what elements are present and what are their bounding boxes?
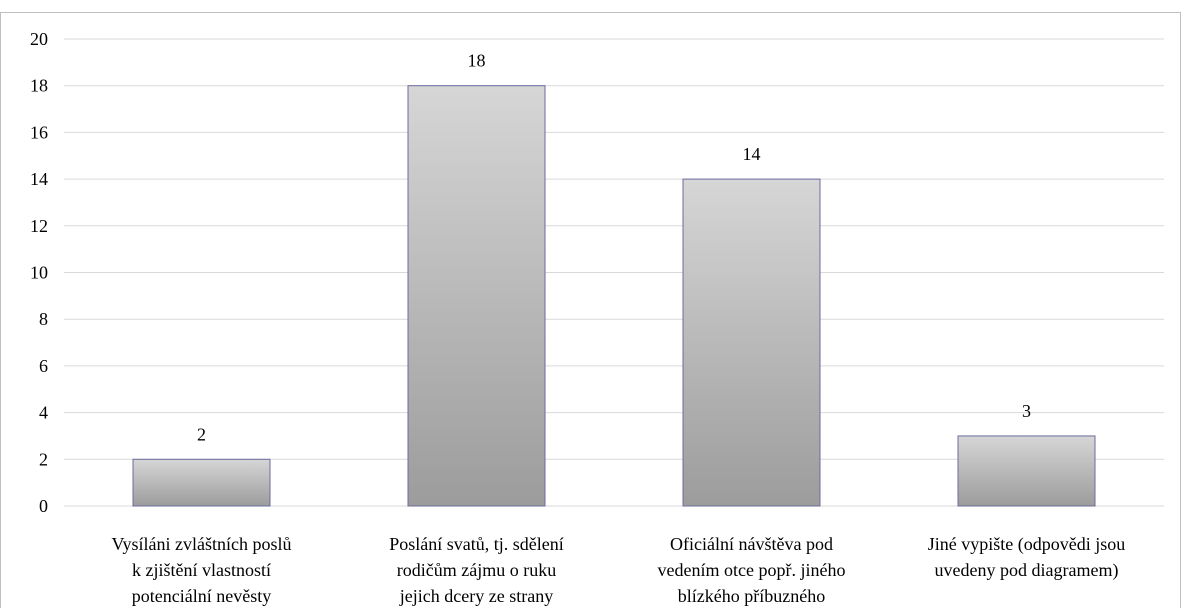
y-tick-label-4: 4	[39, 403, 48, 423]
y-tick-label-12: 12	[30, 216, 48, 236]
y-tick-label-8: 8	[39, 309, 48, 329]
y-tick-label-14: 14	[30, 169, 48, 189]
category-label-line: k zjištění vlastností	[132, 560, 271, 580]
category-label-line: Jiné vypište (odpovědi jsou	[928, 534, 1125, 555]
data-label-3: 14	[743, 144, 761, 164]
category-label-line: vedením otce popř. jiného	[658, 560, 846, 580]
y-tick-label-16: 16	[30, 122, 48, 142]
y-tick-label-2: 2	[39, 449, 48, 469]
bar-4	[957, 435, 1096, 507]
x-axis-categories: Vysíláni zvláštních poslů k zjištění vlas…	[112, 534, 1126, 606]
chart-border	[0, 12, 1181, 608]
bar-3	[682, 178, 821, 507]
bars	[132, 85, 1096, 507]
category-label-line: Oficiální návštěva pod	[670, 534, 833, 554]
category-label-1: Vysíláni zvláštních poslů k zjištění vlas…	[112, 534, 292, 606]
bar-1	[132, 458, 271, 507]
category-label-4: Jiné vypište (odpovědi jsou uvedeny pod d…	[928, 534, 1125, 581]
y-tick-label-20: 20	[30, 29, 48, 49]
category-label-line: potenciální nevěsty	[132, 586, 271, 606]
data-label-1: 2	[197, 424, 206, 444]
category-label-2: Poslání svatů, tj. sdělení rodičům zájmu …	[389, 534, 564, 606]
category-label-line: Poslání svatů, tj. sdělení	[389, 534, 564, 554]
data-label-2: 18	[468, 51, 486, 71]
category-label-line: uvedeny pod diagramem)	[935, 560, 1119, 581]
data-labels: 2 18 14 3	[197, 51, 1031, 445]
category-label-line: rodičům zájmu o ruku	[397, 560, 556, 580]
data-label-4: 3	[1022, 401, 1031, 421]
y-tick-label-10: 10	[30, 263, 48, 283]
category-label-line: jejich dcery ze strany	[399, 586, 553, 606]
y-tick-label-18: 18	[30, 76, 48, 96]
bar-2	[407, 85, 546, 507]
y-tick-label-6: 6	[39, 356, 48, 376]
category-label-line: blízkého příbuzného	[678, 586, 825, 606]
category-label-3: Oficiální návštěva pod vedením otce popř.…	[658, 534, 846, 606]
category-label-line: Vysíláni zvláštních poslů	[112, 534, 292, 554]
y-tick-label-0: 0	[39, 496, 48, 516]
y-axis-ticks: 0 2 4 6 8 10 12 14 16 18 20	[30, 29, 48, 516]
